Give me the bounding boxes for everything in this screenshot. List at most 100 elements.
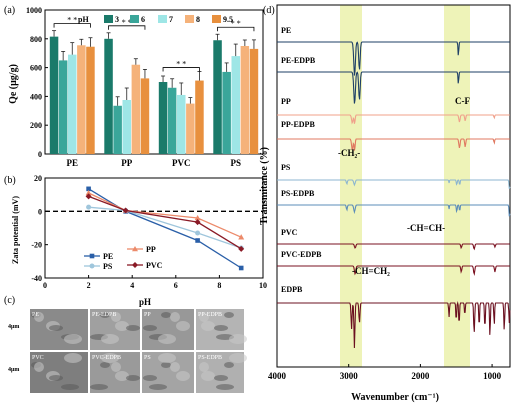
sem-texture (214, 375, 228, 381)
bar-pe-ph9_5 (86, 46, 95, 154)
bar-ps-ph6 (222, 71, 231, 154)
panel-b-xtick-label: 8 (217, 281, 221, 290)
sig-bracket (53, 23, 91, 28)
sem-texture (111, 312, 121, 322)
marker-triangle (194, 215, 201, 221)
bar-ps-ph7 (231, 56, 240, 154)
panel-a-legend: pH 3 6 7 8 9.5 (78, 15, 233, 24)
panel-b-ticks: 0 2 4 6 8 10 -40 -20 0 20 (31, 174, 267, 290)
panel-d-xtick-label: 4000 (268, 371, 287, 381)
sem-scale-label: 4μm (8, 324, 19, 330)
marker-circle (86, 204, 92, 210)
spectrum-pe-edpb (277, 71, 510, 104)
spectrum-ps (277, 179, 511, 189)
sem-label-pvc-edpb: PVC-EDPB (92, 355, 121, 361)
sig-bracket (108, 25, 146, 30)
sem-texture (100, 362, 110, 368)
sem-texture (126, 325, 140, 331)
sem-texture (176, 371, 190, 381)
sem-label-pvc: PVC (32, 355, 44, 361)
legend-swatch-ph9_5 (212, 15, 221, 23)
legend-label-ps: PS (103, 262, 113, 271)
legend-label-pp: PP (146, 245, 156, 254)
legend-label-ph: 8 (196, 15, 200, 24)
spectrum-ps-edpb (277, 204, 511, 217)
sem-texture (224, 362, 234, 368)
category-label-pp: PP (121, 158, 132, 168)
sem-texture (126, 375, 140, 381)
panel-b-series (85, 186, 245, 271)
panel-b-ylabel: Zata potential (mV) (11, 196, 20, 264)
bar-pp-ph6 (113, 105, 122, 154)
bar-ps-ph8 (240, 46, 250, 154)
annotation-chch2: -CH=CH₂ (352, 266, 390, 276)
panel-a-ylabel: Qe (μg/g) (8, 64, 19, 104)
bar-ps-ph3 (213, 40, 222, 154)
bar-pp-ph8 (131, 64, 141, 154)
spectrum-pvc (277, 243, 510, 251)
sem-texture (101, 334, 119, 344)
sem-texture (64, 334, 82, 344)
bar-pe-ph7 (68, 54, 77, 154)
panel-a-ytick-label: 1000 (26, 6, 42, 15)
category-label-ps: PS (230, 158, 241, 168)
marker-diamond (132, 262, 138, 268)
legend-swatch-ph6 (130, 15, 139, 23)
bar-pvc-ph7 (177, 94, 186, 154)
panel-a-ytick-label: 800 (30, 35, 42, 44)
spectrum-pp (277, 114, 510, 125)
spectrum-label-pp-edpb: PP-EDPB (281, 120, 315, 129)
panel-b-ytick-label: 0 (38, 207, 42, 216)
annotation-cf: C-F (455, 96, 470, 106)
sem-texture (158, 353, 176, 363)
spectrum-label-ps: PS (281, 163, 291, 172)
sem-texture (224, 312, 234, 318)
panel-a-y-ticks: 0 200 400 600 800 1000 (26, 6, 48, 159)
sem-texture (115, 371, 129, 381)
bar-pe-ph6 (58, 60, 68, 154)
bar-pp-ph7 (122, 100, 131, 154)
sig-stars: * * (67, 16, 77, 25)
sig-stars: * * (231, 19, 241, 28)
sem-label-pp-edpb: PP-EDPB (198, 312, 222, 318)
sig-bracket (162, 67, 200, 72)
sem-texture (201, 371, 215, 381)
sem-texture (115, 321, 129, 331)
legend-label-ph: 6 (141, 15, 145, 24)
spectrum-label-pe-edpb: PE-EDPB (281, 56, 316, 65)
sem-texture (199, 312, 209, 322)
sem-texture (100, 312, 110, 318)
bar-pe-ph3 (49, 36, 59, 154)
panel-d-label: (d) (263, 5, 275, 16)
panel-d-x-ticks: 4000 3000 2000 1000 (268, 364, 502, 381)
sem-texture (111, 362, 121, 372)
panel-a-categories: PE PP PVC PS (66, 158, 241, 168)
panel-a-significance: * * * * * * * * (53, 16, 255, 72)
panel-d-spectrum-labels: PE PE-EDPB PP PP-EDPB PS PS-EDPB PVC PVC-EDPB ED… (281, 26, 322, 294)
sem-texture (158, 334, 176, 344)
legend-label-ph: 7 (169, 15, 173, 24)
sem-texture (201, 321, 215, 331)
marker-diamond (194, 219, 201, 226)
spectrum-edpb (277, 301, 511, 349)
sem-texture (34, 312, 44, 322)
bar-pvc-ph6 (167, 87, 177, 154)
panel-b-legend: PE PP PS PVC (84, 245, 163, 271)
panel-c-label: (c) (4, 295, 15, 306)
panel-b-xtick-label: 10 (259, 281, 267, 290)
panel-d-xtick-label: 3000 (340, 371, 359, 381)
panel-c-sem-images: (c) 4μm PE PE-EDPB PP PP-EDPB 4μm PVC PVC-EDPB P… (4, 295, 247, 393)
sem-texture (161, 362, 171, 368)
panel-d-spectra (277, 41, 511, 349)
panel-b-ytick-label: 20 (34, 174, 42, 183)
panel-b-xtick-label: 0 (43, 281, 47, 290)
zeta-line-pvc (88, 195, 242, 250)
panel-a-frame (44, 9, 264, 155)
legend-swatch-ph7 (158, 15, 167, 23)
marker-square (89, 253, 95, 259)
marker-diamond (122, 207, 129, 214)
legend-swatch-ph3 (104, 15, 113, 23)
zeta-line-pp (88, 192, 242, 238)
marker-circle (195, 230, 201, 236)
